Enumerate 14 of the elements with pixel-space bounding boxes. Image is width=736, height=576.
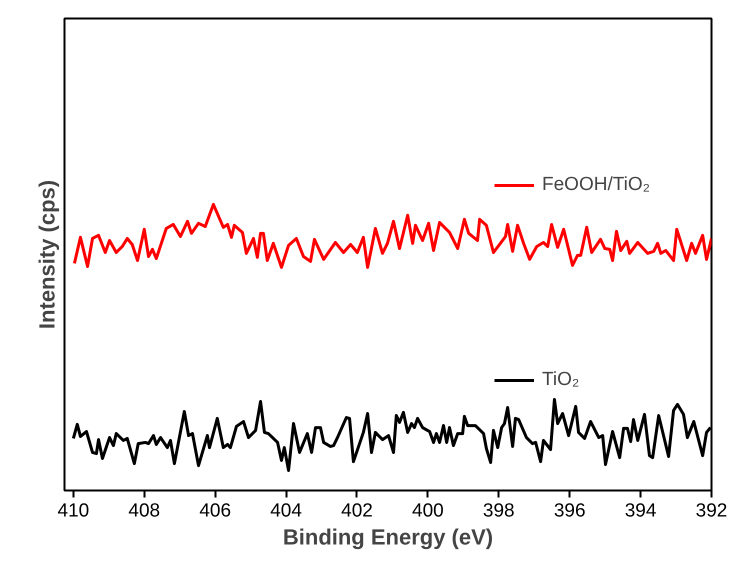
x-axis-title: Binding Energy (eV): [282, 524, 494, 550]
legend-label: FeOOH/TiO₂: [542, 174, 650, 196]
x-tick-label: 392: [696, 500, 728, 522]
x-tick-label: 406: [199, 500, 232, 522]
x-tick-label: 400: [412, 500, 444, 522]
x-tick-label: 402: [341, 500, 373, 522]
x-tick-label: 408: [128, 500, 160, 522]
x-tick-label: 410: [58, 500, 90, 522]
y-axis-title: Intensity (cps): [34, 180, 60, 330]
x-tick-label: 398: [482, 500, 515, 522]
x-tick-label: 396: [554, 500, 586, 522]
x-tick-label: 404: [270, 500, 302, 522]
legend-label: TiO₂: [542, 369, 580, 392]
x-tick-label: 394: [624, 500, 657, 522]
